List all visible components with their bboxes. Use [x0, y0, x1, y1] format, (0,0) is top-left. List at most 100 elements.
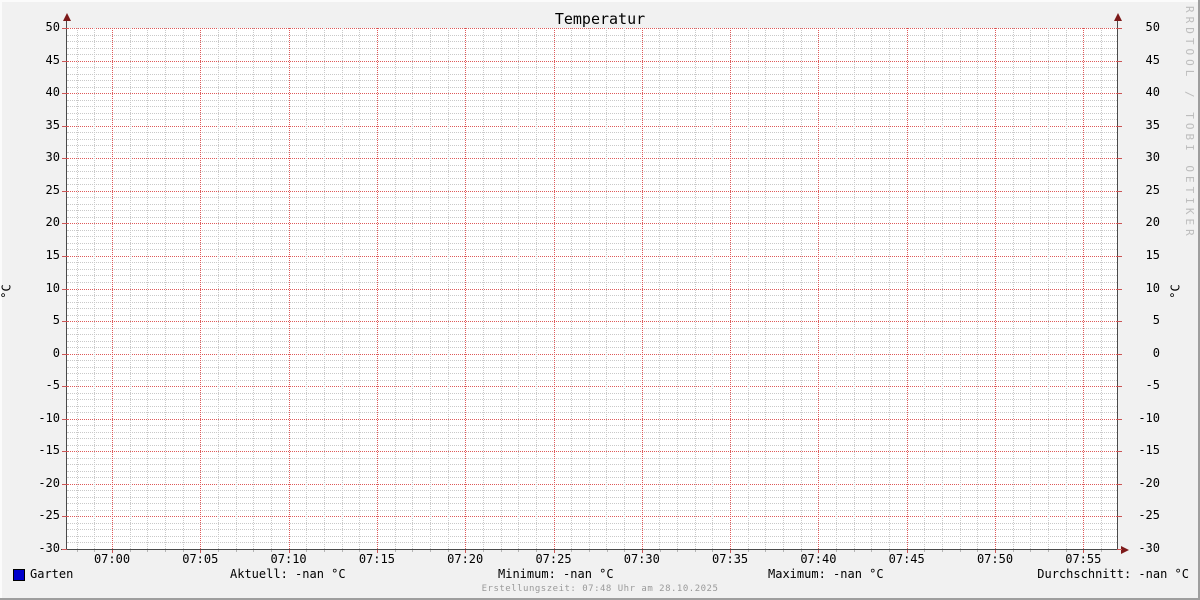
y-tick-label-left: 45 — [45, 52, 60, 67]
y-tick-label-left: 25 — [45, 182, 60, 197]
y-tick-label-left: 35 — [45, 117, 60, 132]
gridline-horizontal — [67, 301, 1117, 303]
x-minor-tick-mark — [588, 550, 590, 552]
gridline-horizontal — [67, 373, 1117, 375]
gridline-vertical — [76, 28, 78, 549]
x-minor-tick-mark — [712, 550, 714, 552]
y-tick-label-right: -10 — [1138, 410, 1160, 425]
y-tick-mark-right — [1117, 353, 1122, 355]
y-tick-label-left: 10 — [45, 280, 60, 295]
y-tick-mark-left — [62, 93, 67, 95]
gridline-horizontal — [67, 522, 1117, 524]
y-tick-label-left: -10 — [38, 410, 60, 425]
gridline-vertical — [306, 28, 308, 549]
creation-timestamp: Erstellungszeit: 07:48 Uhr am 28.10.2025 — [481, 584, 719, 594]
x-minor-tick-mark — [341, 550, 343, 552]
legend-series-label: Garten — [30, 567, 74, 581]
gridline-horizontal — [67, 509, 1117, 511]
y-tick-mark-right — [1117, 386, 1122, 388]
gridline-horizontal — [67, 483, 1117, 485]
gridline-horizontal — [67, 60, 1117, 62]
x-minor-tick-mark — [147, 550, 149, 552]
y-tick-mark-right — [1117, 321, 1122, 323]
x-minor-tick-mark — [253, 550, 255, 552]
y-tick-mark-left — [62, 549, 67, 550]
y-tick-label-right: 40 — [1145, 85, 1160, 100]
gridline-horizontal — [67, 327, 1117, 329]
x-minor-tick-mark — [535, 550, 537, 552]
gridline-horizontal — [67, 399, 1117, 401]
y-tick-mark-left — [62, 353, 67, 355]
x-tick-mark — [553, 550, 555, 553]
gridline-vertical — [800, 28, 802, 549]
gridline-horizontal — [67, 529, 1117, 531]
chart-title: Temperatur — [554, 10, 646, 28]
y-axis-unit-left: °C — [0, 284, 14, 299]
gridline-vertical — [288, 28, 290, 549]
x-minor-tick-mark — [800, 550, 802, 552]
gridline-horizontal — [67, 190, 1117, 192]
gridline-vertical — [730, 28, 732, 549]
x-tick-label: 07:15 — [358, 552, 395, 566]
gridline-vertical — [959, 28, 961, 549]
x-minor-tick-mark — [129, 550, 131, 552]
gridline-horizontal — [67, 379, 1117, 381]
x-tick-mark — [465, 550, 467, 553]
x-minor-tick-mark — [889, 550, 890, 552]
gridline-horizontal — [67, 405, 1117, 407]
gridline-horizontal — [67, 288, 1117, 290]
gridline-vertical — [253, 28, 255, 549]
bevel-border-top — [0, 0, 1200, 2]
x-minor-tick-mark — [1065, 550, 1067, 552]
gridline-horizontal — [67, 418, 1117, 420]
gridline-vertical — [1030, 28, 1032, 549]
x-minor-tick-mark — [571, 550, 573, 552]
gridline-vertical — [924, 28, 926, 549]
x-minor-tick-mark — [659, 550, 661, 552]
y-axis-left — [66, 20, 67, 550]
gridline-horizontal — [67, 203, 1117, 205]
x-minor-tick-mark — [518, 550, 520, 552]
gridline-vertical — [942, 28, 944, 549]
gridline-horizontal — [67, 347, 1117, 349]
y-tick-label-left: -25 — [38, 508, 60, 523]
gridline-vertical — [235, 28, 237, 549]
y-tick-mark-right — [1117, 255, 1122, 257]
gridline-horizontal — [67, 496, 1117, 498]
x-tick-mark — [112, 550, 113, 553]
gridline-horizontal — [67, 34, 1117, 36]
gridline-horizontal — [67, 535, 1117, 537]
gridline-vertical — [164, 28, 166, 549]
gridline-horizontal — [67, 210, 1117, 212]
y-tick-mark-right — [1117, 28, 1122, 29]
gridline-vertical — [200, 28, 202, 549]
gridline-vertical — [359, 28, 361, 549]
gridline-vertical — [659, 28, 661, 549]
gridline-horizontal — [67, 41, 1117, 43]
x-tick-mark — [730, 550, 732, 553]
gridline-horizontal — [67, 438, 1117, 440]
gridline-vertical — [270, 28, 272, 549]
gridline-horizontal — [67, 184, 1117, 186]
y-tick-label-right: 10 — [1145, 280, 1160, 295]
gridline-horizontal — [67, 334, 1117, 336]
x-minor-tick-mark — [182, 550, 184, 552]
y-tick-mark-right — [1117, 288, 1122, 290]
gridline-vertical — [853, 28, 855, 549]
y-tick-label-right: -25 — [1138, 508, 1160, 523]
gridline-vertical — [889, 28, 891, 549]
gridline-vertical — [429, 28, 431, 549]
gridline-vertical — [765, 28, 767, 549]
gridline-horizontal — [67, 477, 1117, 479]
gridline-vertical — [500, 28, 502, 549]
gridline-vertical — [1100, 28, 1102, 549]
gridline-horizontal — [67, 412, 1117, 414]
gridline-horizontal — [67, 73, 1117, 75]
gridline-horizontal — [67, 158, 1117, 160]
gridline-vertical — [535, 28, 537, 549]
y-axis-unit-right: °C — [1168, 284, 1183, 299]
gridline-horizontal — [67, 353, 1117, 355]
x-tick-label: 07:05 — [182, 552, 219, 566]
gridline-horizontal — [67, 223, 1117, 225]
stat-maximum: Maximum: -nan °C — [768, 567, 884, 581]
